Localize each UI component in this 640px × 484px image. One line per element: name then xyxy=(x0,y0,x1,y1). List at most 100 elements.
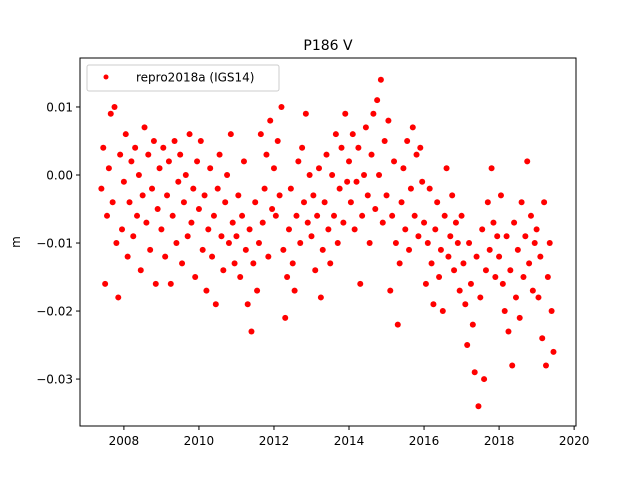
data-point xyxy=(237,274,244,281)
data-point xyxy=(162,253,169,260)
data-point xyxy=(501,308,508,315)
data-point xyxy=(113,240,120,247)
data-point xyxy=(542,362,549,369)
data-point xyxy=(381,137,388,144)
y-axis-ticks: 0.01 0.00 −0.01 −0.02 −0.03 xyxy=(36,100,80,387)
data-point xyxy=(134,212,141,219)
data-point xyxy=(257,131,264,138)
data-point xyxy=(409,124,416,131)
data-point xyxy=(267,117,274,124)
data-point xyxy=(359,212,366,219)
data-point xyxy=(287,185,294,192)
data-point xyxy=(128,158,135,165)
x-tick-label: 2008 xyxy=(109,434,140,448)
data-point xyxy=(499,280,506,287)
legend-label: repro2018a (IGS14) xyxy=(136,71,254,85)
data-point xyxy=(481,376,488,383)
data-point xyxy=(100,144,107,151)
data-point xyxy=(353,178,360,185)
data-point xyxy=(300,199,307,206)
data-point xyxy=(377,76,384,83)
data-point xyxy=(199,246,206,253)
data-point xyxy=(488,165,495,172)
data-point xyxy=(160,144,167,151)
data-point xyxy=(119,226,126,233)
data-point xyxy=(107,110,114,117)
data-point xyxy=(332,131,339,138)
legend-marker xyxy=(103,74,109,80)
data-point xyxy=(154,206,161,213)
data-point xyxy=(179,260,186,267)
data-point xyxy=(117,151,124,158)
data-point xyxy=(419,178,426,185)
data-point xyxy=(432,226,439,233)
data-point xyxy=(209,253,216,260)
data-point xyxy=(441,212,448,219)
data-point xyxy=(130,233,137,240)
data-point xyxy=(109,199,116,206)
data-point xyxy=(458,212,465,219)
data-point xyxy=(293,212,300,219)
data-point xyxy=(460,260,467,267)
data-point xyxy=(400,165,407,172)
data-point xyxy=(396,260,403,267)
data-point xyxy=(165,158,172,165)
data-point xyxy=(361,171,368,178)
data-point xyxy=(239,212,246,219)
data-point xyxy=(312,267,319,274)
data-point xyxy=(402,226,409,233)
data-point xyxy=(321,199,328,206)
data-point xyxy=(334,240,341,247)
data-point xyxy=(346,158,353,165)
data-point xyxy=(171,137,178,144)
data-point xyxy=(203,287,210,294)
data-point xyxy=(139,192,146,199)
data-point xyxy=(302,110,309,117)
data-point xyxy=(291,287,298,294)
data-point xyxy=(244,301,251,308)
data-point xyxy=(180,199,187,206)
data-point xyxy=(194,158,201,165)
data-points xyxy=(98,76,557,410)
data-point xyxy=(372,206,379,213)
data-point xyxy=(494,233,501,240)
data-point xyxy=(533,226,540,233)
data-point xyxy=(289,260,296,267)
data-point xyxy=(509,362,516,369)
data-point xyxy=(503,233,510,240)
data-point xyxy=(201,192,208,199)
data-point xyxy=(158,226,165,233)
data-point xyxy=(104,212,111,219)
data-point xyxy=(518,199,525,206)
data-point xyxy=(315,165,322,172)
data-point xyxy=(464,342,471,349)
data-point xyxy=(265,253,272,260)
data-point xyxy=(135,171,142,178)
data-point xyxy=(490,219,497,226)
y-tick-label: 0.01 xyxy=(46,100,73,114)
data-point xyxy=(548,308,555,315)
data-point xyxy=(177,151,184,158)
data-point xyxy=(351,226,358,233)
data-point xyxy=(422,280,429,287)
data-point xyxy=(374,97,381,104)
data-point xyxy=(327,260,334,267)
data-point xyxy=(126,199,133,206)
data-point xyxy=(364,192,371,199)
data-point xyxy=(340,219,347,226)
data-point xyxy=(546,240,553,247)
data-point xyxy=(477,294,484,301)
data-point xyxy=(105,165,112,172)
data-point xyxy=(102,280,109,287)
data-point xyxy=(145,151,152,158)
data-point xyxy=(299,144,306,151)
data-point xyxy=(141,124,148,131)
data-point xyxy=(407,185,414,192)
data-point xyxy=(336,185,343,192)
data-point xyxy=(280,246,287,253)
data-point xyxy=(184,233,191,240)
data-point xyxy=(261,185,268,192)
data-point xyxy=(269,206,276,213)
data-point xyxy=(471,369,478,376)
data-point xyxy=(522,233,529,240)
